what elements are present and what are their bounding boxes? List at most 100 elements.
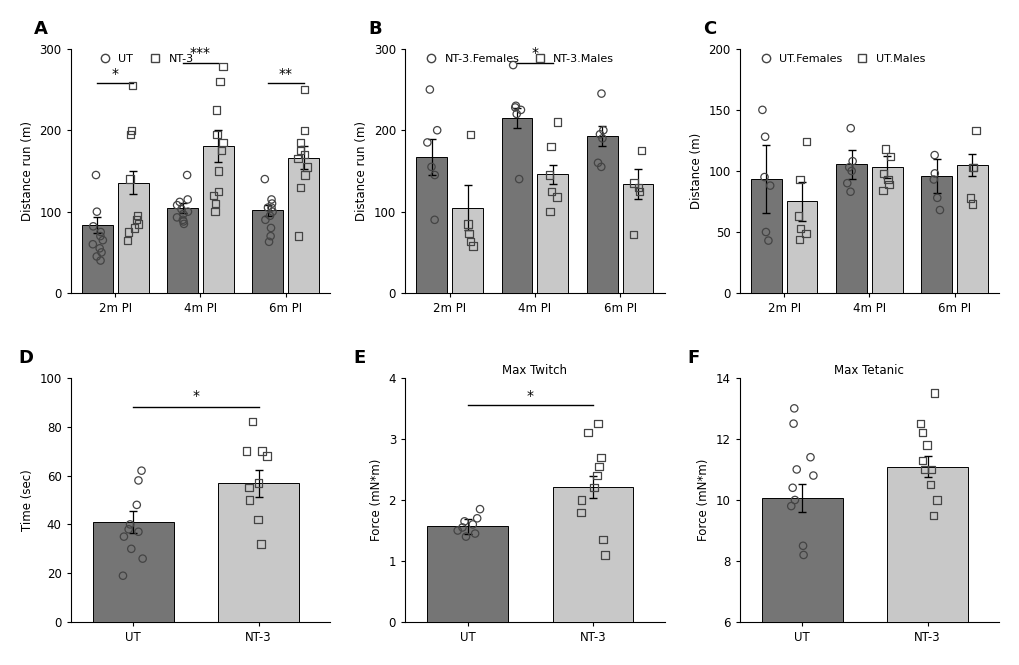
Point [88,170,104,180]
Point [426,170,442,180]
Point [120,524,137,535]
Title: Max Twitch: Max Twitch [502,364,567,376]
Point [169,212,185,223]
Point [931,205,948,215]
Point [594,133,610,144]
Text: C: C [702,20,715,38]
Point [804,470,820,481]
Point [463,237,479,247]
Point [250,514,266,525]
Point [786,403,802,414]
Point [263,223,279,233]
Bar [920,176,951,293]
Point [541,170,557,180]
Point [595,125,611,136]
Point [458,531,474,542]
Point [123,125,140,136]
Point [205,190,221,201]
Point [171,197,187,207]
Point [759,235,775,246]
Point [291,137,308,148]
Text: B: B [369,20,382,38]
Point [455,516,472,527]
Text: *: * [531,46,538,61]
Point [548,117,565,128]
Point [175,216,192,227]
Point [513,104,529,115]
Point [792,223,808,233]
Point [508,108,525,119]
Bar [537,174,568,293]
Point [594,535,610,545]
Bar [871,167,902,293]
Point [212,76,228,86]
Point [928,495,945,505]
Point [92,231,108,241]
Legend: UT.Females, UT.Males: UT.Females, UT.Males [750,49,928,68]
Text: *: * [527,389,533,403]
Point [924,174,941,185]
Point [290,231,307,241]
Point [123,543,140,554]
Point [543,186,559,197]
Point [465,519,481,530]
Point [115,531,131,542]
Point [128,499,145,510]
Point [85,221,101,231]
Point [257,174,273,184]
Point [504,60,521,70]
Point [548,192,565,202]
Point [130,527,147,537]
Y-axis label: Force (mN*m): Force (mN*m) [370,459,383,541]
Point [214,61,230,72]
Point [179,194,196,205]
Point [511,174,527,184]
Text: A: A [35,20,48,38]
Bar [167,208,198,293]
Point [794,541,810,551]
Point [791,174,807,185]
Point [115,571,131,581]
Bar [82,225,113,293]
Point [289,154,306,164]
Point [541,206,557,217]
Bar [451,207,483,293]
Y-axis label: Distance run (m): Distance run (m) [355,121,368,221]
Text: E: E [353,349,365,367]
Point [506,102,523,113]
Point [876,144,893,154]
Point [753,104,769,115]
Point [421,84,437,95]
Point [122,129,139,140]
Legend: UT, NT-3: UT, NT-3 [89,49,198,68]
Point [630,182,646,193]
Point [881,151,898,162]
Point [175,219,192,229]
Text: **: ** [278,66,292,80]
Point [449,525,466,536]
Point [761,180,777,191]
Point [426,215,442,225]
Point [460,219,476,229]
Point [135,553,151,564]
Point [128,215,145,225]
Point [262,210,278,221]
Point [798,136,814,147]
Bar [750,179,781,293]
Point [260,202,276,213]
Bar [203,146,233,293]
Bar [218,483,299,622]
Point [92,243,108,253]
Point [786,495,802,505]
Point [756,132,772,142]
Point [911,418,927,429]
Text: *: * [112,66,118,80]
Bar [887,467,967,665]
Point [918,440,934,450]
Point [879,179,896,190]
Point [254,446,270,456]
Y-axis label: Time (sec): Time (sec) [20,469,34,531]
Point [590,461,606,471]
Point [592,162,608,172]
Point [211,166,227,176]
